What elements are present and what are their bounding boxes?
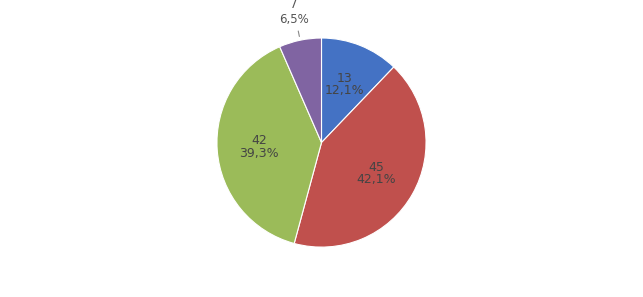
Text: 45: 45 bbox=[368, 161, 384, 174]
Text: 12,1%: 12,1% bbox=[325, 84, 365, 97]
Text: 7
6,5%: 7 6,5% bbox=[279, 0, 309, 37]
Text: 39,3%: 39,3% bbox=[239, 147, 279, 160]
Text: 13: 13 bbox=[337, 72, 353, 85]
Wedge shape bbox=[280, 38, 322, 143]
Wedge shape bbox=[217, 47, 322, 244]
Text: 42: 42 bbox=[251, 134, 267, 147]
Wedge shape bbox=[322, 38, 394, 143]
Text: 42,1%: 42,1% bbox=[356, 173, 396, 186]
Wedge shape bbox=[294, 67, 426, 247]
